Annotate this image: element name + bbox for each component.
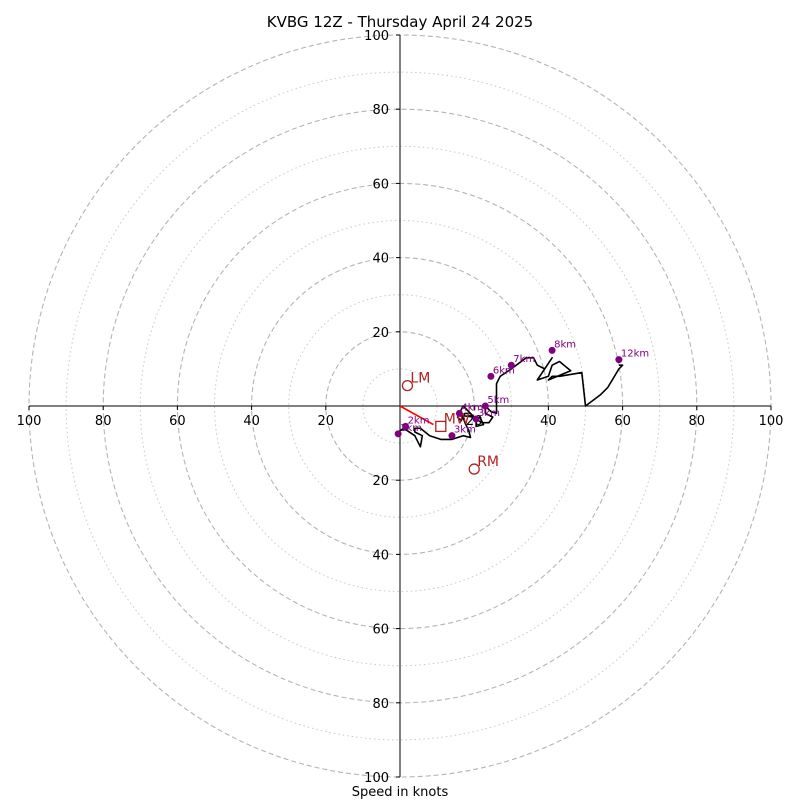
x-axis-label: Speed in knots [352,785,449,800]
storm-motion-markers: LM RM MW [401,371,499,475]
motion-marker-circle [401,379,414,392]
height-label: 5km [487,395,509,406]
height-label: 1km [400,423,422,434]
mean-wind-vector [399,405,434,426]
height-label: 2km [408,415,430,426]
height-label: 3km [454,425,476,436]
y-tick-label: 100 [364,771,389,786]
height-point [487,372,495,380]
y-tick-labels: 100 80 60 40 20 20 40 60 80 100 [364,29,400,786]
x-tick-label: 60 [614,414,631,429]
x-tick-label: 60 [169,414,186,429]
y-tick-label: 40 [372,548,389,563]
y-tick-label: 80 [372,103,389,118]
y-tick-label: 60 [372,177,389,192]
y-tick-label: 80 [372,697,389,712]
x-tick-label: 40 [540,414,557,429]
y-tick-label: 40 [372,252,389,267]
height-point [481,402,489,410]
height-label: 12km [621,349,649,360]
height-label: 3km [478,408,500,419]
y-tick-label: 20 [372,326,389,341]
x-tick-label: 40 [243,414,260,429]
x-tick-label: 80 [689,414,706,429]
motion-marker-square [435,420,447,433]
y-tick-label: 20 [372,474,389,489]
height-point [472,415,480,423]
y-tick-label: 60 [372,623,389,638]
height-point [402,422,410,430]
height-label: 6km [493,365,515,376]
motion-marker-circle [468,463,480,475]
height-point [548,346,556,354]
hodograph-line [397,356,624,448]
height-point [507,361,515,369]
hodograph-series [397,356,624,448]
x-tick-label: 20 [318,414,335,429]
height-label: 8km [554,339,576,350]
x-tick-label: 100 [759,414,784,429]
chart-title: KVBG 12Z - Thursday April 24 2025 [267,13,533,31]
y-tick-label: 100 [364,29,389,44]
motion-label: MW [444,411,470,427]
x-tick-label: 100 [17,414,42,429]
height-point [394,430,402,438]
mean-wind-line [399,405,434,426]
height-label: 4km [461,402,483,413]
x-tick-label: 80 [95,414,112,429]
height-point [455,409,463,417]
height-point [448,432,456,440]
motion-label: LM [410,371,430,387]
height-label: 7km [513,354,535,365]
height-point [615,356,623,364]
motion-label: RM [477,454,499,470]
